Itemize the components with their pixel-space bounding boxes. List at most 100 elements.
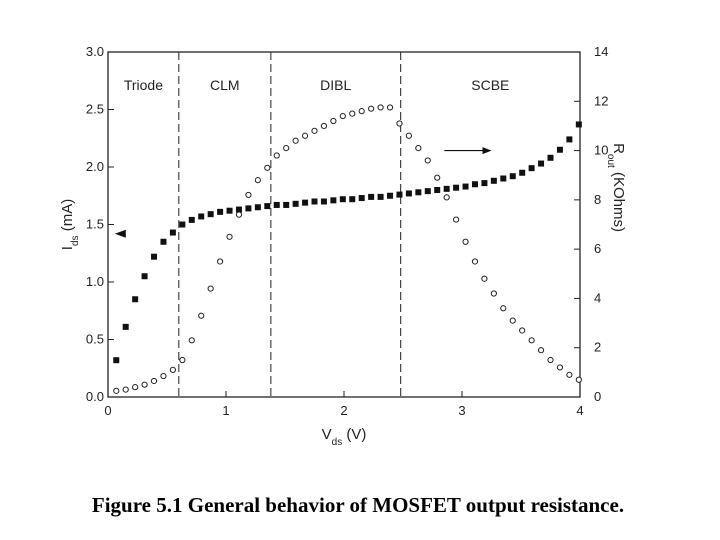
data-point-square: [462, 183, 469, 190]
data-point-circle: [509, 317, 516, 324]
data-point-square: [500, 175, 507, 182]
data-point-square: [547, 154, 554, 161]
data-point-circle: [556, 364, 564, 371]
data-point-square: [471, 181, 478, 188]
figure-caption: Figure 5.1 General behavior of MOSFET ou…: [92, 493, 624, 517]
data-point-square: [292, 200, 299, 207]
data-point-circle: [566, 371, 573, 378]
data-point-square: [179, 221, 186, 228]
data-point-square: [424, 188, 431, 195]
y-right-tick-label: 8: [594, 192, 601, 207]
y-left-tick-label: 1.5: [86, 217, 104, 232]
data-point-circle: [575, 376, 582, 383]
data-point-circle: [481, 275, 488, 282]
data-point-square: [396, 191, 403, 198]
data-point-square: [566, 136, 573, 143]
right-axis-arrow-head: [482, 147, 492, 155]
region-label-dibl: DIBL: [320, 77, 351, 93]
data-point-circle: [500, 305, 507, 312]
left-axis-arrow: [114, 229, 126, 238]
data-point-square: [245, 205, 252, 212]
data-point-circle: [283, 145, 290, 152]
data-point-circle: [188, 337, 195, 344]
data-point-square: [235, 206, 242, 213]
data-point-square: [169, 229, 176, 236]
region-label-clm: CLM: [210, 77, 240, 93]
data-point-square: [320, 198, 327, 205]
data-point-circle: [339, 112, 346, 120]
data-point-square: [264, 203, 271, 210]
data-point-circle: [519, 327, 526, 334]
data-point-circle: [490, 290, 497, 297]
data-point-square: [434, 187, 441, 193]
data-point-circle: [424, 157, 431, 164]
data-point-circle: [528, 337, 535, 344]
region-label-triode: Triode: [124, 77, 163, 93]
data-point-circle: [217, 258, 224, 265]
data-point-circle: [462, 238, 469, 245]
y-right-tick-label: 14: [594, 44, 608, 59]
data-point-square: [141, 273, 148, 280]
data-point-circle: [471, 258, 479, 265]
data-point-square: [387, 192, 394, 199]
x-tick-label: 0: [104, 403, 111, 418]
data-point-circle: [537, 347, 545, 354]
data-point-square: [481, 180, 488, 187]
x-tick-label: 4: [576, 403, 583, 418]
axis-labels: Vds (V) Ids (mA) Rout (KOhms): [59, 143, 627, 447]
data-point-square: [122, 323, 129, 330]
data-point-square: [254, 204, 261, 211]
data-point-circle: [113, 387, 120, 394]
data-point-circle: [273, 152, 280, 159]
region-boundaries: [178, 52, 402, 397]
data-point-square: [377, 193, 384, 200]
data-point-circle: [150, 377, 158, 385]
data-point-circle: [547, 356, 554, 364]
data-point-circle: [405, 132, 412, 139]
data-point-circle: [254, 177, 261, 184]
data-point-square: [226, 207, 233, 214]
data-point-square: [302, 199, 309, 206]
data-point-circle: [301, 132, 309, 139]
data-point-square: [132, 296, 139, 303]
y-right-tick-label: 0: [594, 389, 601, 404]
data-point-square: [330, 197, 337, 204]
data-point-circle: [349, 110, 356, 117]
y-left-tick-label: 0.0: [86, 389, 104, 404]
y-right-tick-label: 2: [594, 340, 601, 355]
data-point-circle: [358, 108, 365, 115]
data-point-square: [443, 185, 450, 192]
data-point-square: [207, 211, 214, 218]
data-point-square: [368, 193, 375, 200]
data-point-circle: [207, 285, 214, 292]
data-point-square: [490, 177, 497, 184]
data-point-circle: [169, 366, 176, 373]
y-left-tick-label: 2.5: [86, 102, 104, 117]
x-tick-label: 1: [222, 403, 229, 418]
x-tick-label: 2: [340, 403, 347, 418]
y-right-tick-label: 4: [594, 290, 601, 305]
data-point-square: [113, 357, 120, 364]
data-point-circle: [396, 120, 403, 127]
data-point-square: [415, 189, 422, 196]
data-point-square: [528, 165, 535, 172]
data-point-circle: [160, 372, 167, 380]
y-right-tick-label: 6: [594, 241, 601, 256]
data-point-square: [538, 160, 545, 167]
data-point-circle: [122, 386, 129, 393]
data-point-circle: [141, 381, 148, 388]
data-point-circle: [245, 191, 252, 199]
data-point-square: [556, 146, 563, 153]
data-point-square: [188, 216, 195, 223]
data-point-circle: [368, 105, 375, 112]
data-point-circle: [311, 127, 318, 134]
x-axis-label: Vds (V): [322, 426, 367, 448]
data-point-square: [349, 196, 356, 203]
region-labels: Triode CLM DIBL SCBE: [124, 77, 510, 93]
data-point-circle: [198, 312, 205, 319]
data-point-circle: [132, 384, 139, 391]
data-point-square: [453, 184, 460, 191]
